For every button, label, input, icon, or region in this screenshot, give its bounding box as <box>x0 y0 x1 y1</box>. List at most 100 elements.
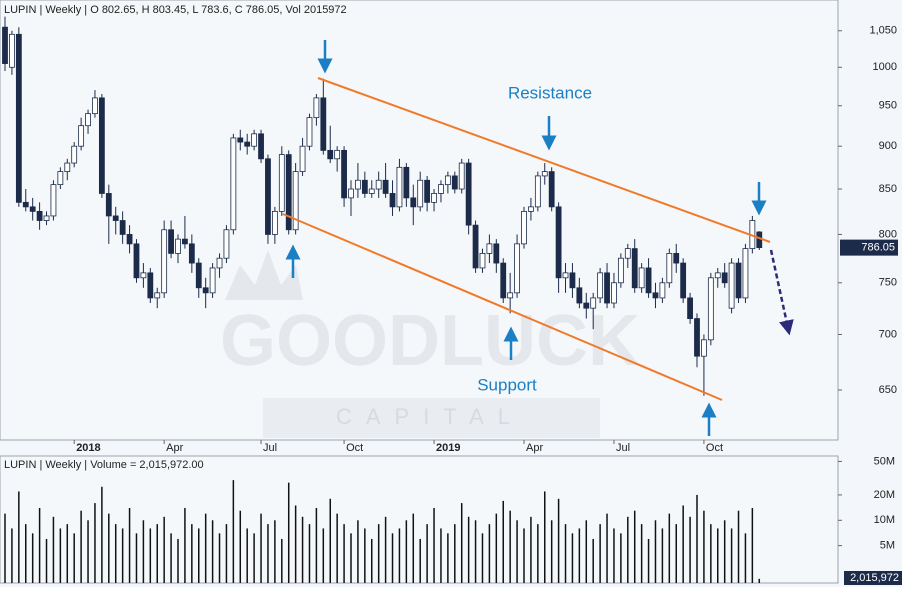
candle-body <box>355 180 360 189</box>
candle-body <box>113 216 118 221</box>
candle-body <box>556 207 561 278</box>
candle-body <box>653 293 658 298</box>
candle-body <box>432 193 437 202</box>
candle-body <box>120 221 125 235</box>
candle-body <box>376 180 381 189</box>
candle-body <box>127 234 132 243</box>
x-tick-label: Apr <box>166 442 183 454</box>
candle-body <box>231 138 236 230</box>
candle-body <box>515 244 520 293</box>
candle-body <box>321 98 326 151</box>
candle-body <box>646 268 651 293</box>
candle-body <box>715 273 720 278</box>
candle-body <box>598 273 603 298</box>
y-tick-label: 50M <box>874 455 895 467</box>
candle-body <box>9 34 14 67</box>
candle-body <box>252 134 257 146</box>
candle-body <box>445 176 450 185</box>
x-tick-label: Jul <box>616 442 630 454</box>
candle-body <box>44 216 49 221</box>
y-tick-label: 950 <box>879 100 897 112</box>
x-tick-label: Jul <box>263 442 277 454</box>
candle-body <box>272 211 277 234</box>
y-tick-label: 10M <box>874 514 895 526</box>
candle-body <box>106 193 111 215</box>
y-tick-label: 850 <box>879 183 897 195</box>
candle-body <box>632 249 637 288</box>
chart-title: LUPIN | Weekly | O 802.65, H 803.45, L 7… <box>4 4 347 16</box>
y-tick-label: 1000 <box>873 61 897 73</box>
candle-body <box>203 288 208 293</box>
watermark-title: GOODLUCK <box>220 301 640 381</box>
x-tick-label: Oct <box>706 442 723 454</box>
candle-body <box>169 230 174 254</box>
candle-body <box>625 249 630 259</box>
candle-body <box>605 273 610 303</box>
candle-body <box>591 298 596 308</box>
y-tick-label: 800 <box>879 228 897 240</box>
x-tick-label: Apr <box>526 442 543 454</box>
candle-body <box>701 340 706 356</box>
candle-body <box>369 189 374 193</box>
candle-body <box>618 258 623 283</box>
annotation: Support <box>477 375 537 394</box>
candle-body <box>307 118 312 147</box>
candle-body <box>189 244 194 263</box>
candle-body <box>300 146 305 171</box>
candle-body <box>674 253 679 263</box>
candle-body <box>549 172 554 207</box>
candle-body <box>238 138 243 142</box>
candle-body <box>487 244 492 254</box>
candle-body <box>542 172 547 176</box>
candle-body <box>508 293 513 298</box>
candle-body <box>501 263 506 298</box>
candle-body <box>611 283 616 303</box>
last-volume-label: 2,015,972 <box>850 572 899 584</box>
candle-body <box>162 230 167 293</box>
candle-body <box>210 268 215 293</box>
candle-body <box>314 98 319 118</box>
candle-body <box>660 283 665 298</box>
candle-body <box>480 253 485 268</box>
candle-body <box>86 114 91 126</box>
candle-body <box>438 185 443 194</box>
candle-body <box>418 180 423 207</box>
candle-body <box>411 198 416 207</box>
candle-body <box>134 244 139 278</box>
candle-body <box>182 239 187 244</box>
y-tick-label: 700 <box>879 328 897 340</box>
candle-body <box>688 298 693 319</box>
candle-body <box>72 146 77 163</box>
y-tick-label: 1,050 <box>869 25 897 37</box>
candle-body <box>37 211 42 220</box>
candle-body <box>494 244 499 263</box>
candle-body <box>155 293 160 298</box>
candle-body <box>349 189 354 198</box>
candle-body <box>577 288 582 303</box>
candle-body <box>245 142 250 146</box>
y-tick-label: 650 <box>879 384 897 396</box>
candle-body <box>473 225 478 268</box>
candle-body <box>23 202 28 206</box>
candle-body <box>459 163 464 189</box>
candle-body <box>217 258 222 268</box>
candle-body <box>722 273 727 283</box>
y-tick-label: 20M <box>874 489 895 501</box>
y-tick-label: 5M <box>880 540 895 552</box>
candle-body <box>708 278 713 340</box>
x-tick-label: 2018 <box>76 442 100 454</box>
candle-body <box>390 193 395 206</box>
candle-body <box>58 172 63 185</box>
candle-body <box>667 253 672 282</box>
candle-body <box>452 176 457 189</box>
candle-body <box>383 180 388 193</box>
y-tick-label: 750 <box>879 277 897 289</box>
candle-body <box>335 150 340 158</box>
candle-body <box>584 303 589 308</box>
watermark-subtitle: CAPITAL <box>336 404 524 429</box>
candle-body <box>92 98 97 114</box>
x-tick-label: 2019 <box>436 442 460 454</box>
candle-body <box>30 207 35 212</box>
candle-body <box>196 263 201 288</box>
